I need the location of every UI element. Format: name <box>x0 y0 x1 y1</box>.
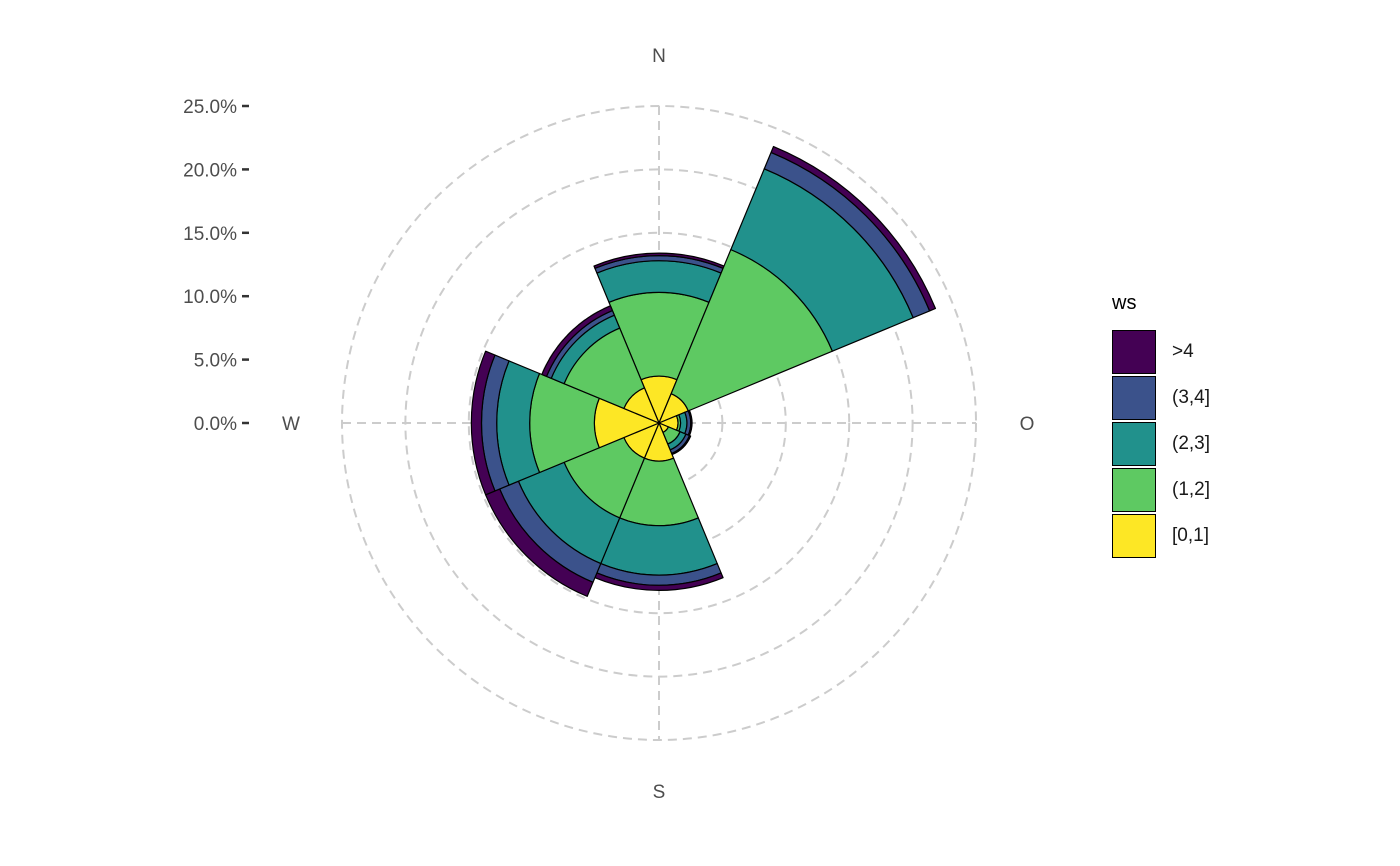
wedge-segment <box>600 517 718 576</box>
y-tick-label: 0.0% <box>194 414 237 435</box>
direction-label: N <box>652 46 666 67</box>
y-tick-label: 20.0% <box>183 160 237 181</box>
legend-label: (1,2] <box>1172 479 1211 500</box>
legend-key <box>1112 468 1156 512</box>
legend-item: [0,1] <box>1112 513 1210 559</box>
legend-item: (1,2] <box>1112 467 1210 513</box>
direction-label: S <box>653 782 666 803</box>
legend-key <box>1112 514 1156 558</box>
wedges <box>470 145 937 597</box>
direction-label: W <box>282 414 300 435</box>
y-tick-label: 5.0% <box>194 351 237 372</box>
wedge-segment <box>470 350 496 496</box>
legend-item: >4 <box>1112 329 1210 375</box>
legend-title: ws <box>1112 292 1137 314</box>
legend-item: (3,4] <box>1112 375 1210 421</box>
legend: ws >4 (3,4] (2,3] (1,2] [0,1] <box>1112 292 1210 559</box>
wedge-segment <box>770 145 937 312</box>
legend-key <box>1112 422 1156 466</box>
legend-label: (3,4] <box>1172 387 1211 408</box>
legend-key <box>1112 376 1156 420</box>
wedge-segment <box>541 305 614 378</box>
legend-label: (2,3] <box>1172 433 1211 454</box>
grid <box>341 105 977 741</box>
y-tick-label: 15.0% <box>183 224 237 245</box>
y-axis: 0.0% 5.0% 10.0% 15.0% 20.0% 25.0% <box>183 97 249 435</box>
legend-items: >4 (3,4] (2,3] (1,2] [0,1] <box>1112 329 1210 559</box>
direction-label: O <box>1020 414 1035 435</box>
y-tick-label: 25.0% <box>183 97 237 118</box>
legend-label: >4 <box>1172 341 1194 362</box>
y-tick-label: 10.0% <box>183 287 237 308</box>
legend-key <box>1112 330 1156 374</box>
legend-label: [0,1] <box>1172 525 1209 546</box>
legend-item: (2,3] <box>1112 421 1210 467</box>
grid-circle <box>467 231 851 615</box>
